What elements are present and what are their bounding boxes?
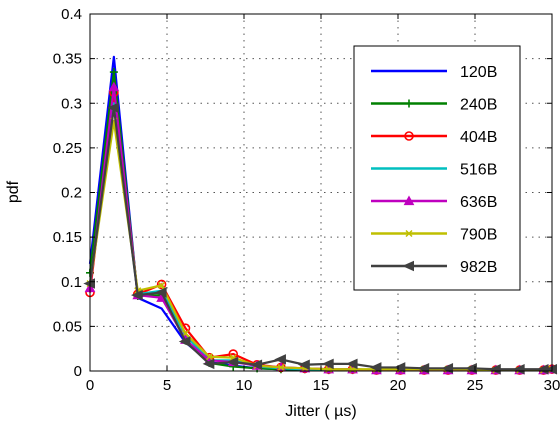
x-tick-label: 15: [313, 377, 330, 394]
y-tick-label: 0.4: [61, 6, 82, 23]
data-point-marker: [321, 358, 334, 370]
x-tick-label: 30: [544, 377, 560, 394]
data-point-marker: [250, 359, 263, 371]
y-tick-label: 0.15: [53, 229, 82, 246]
series-lines: [83, 55, 558, 375]
x-tick-label: 20: [390, 377, 407, 394]
data-point-marker: [178, 336, 191, 347]
data-point-marker: [154, 287, 167, 298]
data-point-marker: [109, 68, 118, 77]
x-axis-label: Jitter ( µs): [285, 403, 356, 420]
y-tick-label: 0.3: [61, 95, 82, 112]
data-point-marker: [277, 363, 285, 371]
data-point-marker: [403, 195, 415, 206]
y-tick-label: 0: [74, 363, 82, 380]
x-tick-label: 5: [163, 377, 171, 394]
data-point-marker: [298, 359, 310, 371]
y-tick-label: 0.1: [61, 274, 82, 291]
data-point-marker: [405, 99, 413, 108]
data-point-marker: [202, 358, 215, 370]
legend-item: 790B: [371, 227, 497, 244]
data-point-marker: [404, 131, 414, 141]
data-point-marker: [158, 281, 166, 289]
x-tick-label: 25: [467, 377, 484, 394]
legend-item: 240B: [371, 97, 497, 114]
data-point-marker: [131, 289, 143, 301]
legend-label: 636B: [460, 194, 497, 211]
data-point-marker: [274, 354, 286, 365]
data-point-marker: [108, 81, 120, 92]
legend-item: 516B: [371, 162, 497, 179]
data-point-marker: [405, 229, 413, 238]
data-point-marker: [345, 358, 358, 370]
legend-item: 982B: [371, 259, 497, 276]
y-tick-label: 0.25: [53, 140, 82, 157]
x-tick-label: 10: [236, 377, 253, 394]
data-point-marker: [156, 279, 167, 290]
legend-label: 240B: [460, 97, 497, 114]
data-point-marker: [369, 362, 382, 373]
y-tick-label: 0.35: [53, 51, 82, 68]
legend-label: 516B: [460, 162, 497, 179]
y-axis-label: pdf: [5, 180, 22, 203]
x-tick-label: 0: [86, 377, 94, 394]
legend-item: 636B: [371, 194, 497, 211]
data-point-marker: [205, 353, 213, 361]
legend-item: 120B: [371, 64, 497, 81]
legend-label: 120B: [460, 64, 497, 81]
legend: 120B 240B 404B 516B 636B 790B 982B: [353, 45, 521, 291]
y-tick-label: 0.2: [61, 185, 82, 202]
legend-item: 404B: [371, 129, 497, 146]
data-point-marker: [107, 102, 119, 113]
legend-label: 404B: [460, 129, 497, 146]
data-point-marker: [226, 356, 239, 368]
data-point-marker: [393, 362, 406, 373]
legend-label: 982B: [460, 259, 497, 276]
axis-ticks: 0 5 10 15 20 25 30 0 0.05 0.1 0.15 0.2 0.25 0.3 0.35 0.…: [53, 6, 560, 394]
y-tick-label: 0.05: [53, 318, 82, 335]
data-point-marker: [402, 260, 414, 272]
legend-label: 790B: [460, 227, 497, 244]
